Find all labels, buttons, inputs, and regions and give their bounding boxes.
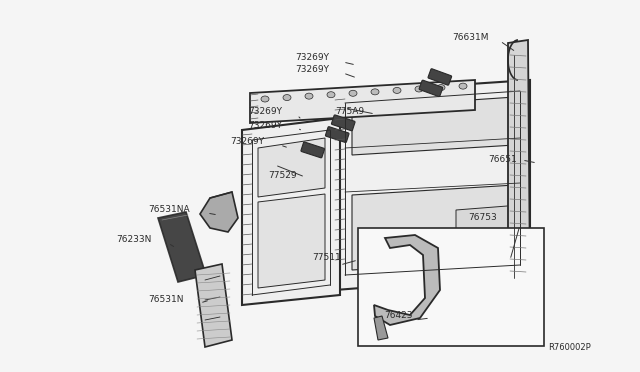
Ellipse shape: [283, 94, 291, 100]
Polygon shape: [200, 192, 238, 232]
Text: 76531N: 76531N: [148, 295, 184, 305]
Bar: [358, 228, 544, 346]
FancyBboxPatch shape: [419, 80, 443, 97]
Text: 77529: 77529: [268, 170, 296, 180]
Text: 76631M: 76631M: [452, 33, 488, 42]
FancyBboxPatch shape: [326, 126, 349, 142]
Ellipse shape: [305, 93, 313, 99]
Polygon shape: [158, 212, 206, 282]
Ellipse shape: [349, 90, 357, 96]
Polygon shape: [258, 194, 325, 288]
Text: 76233N: 76233N: [116, 235, 152, 244]
Text: 77511: 77511: [312, 253, 340, 263]
Polygon shape: [258, 138, 325, 197]
Polygon shape: [508, 40, 530, 283]
Ellipse shape: [327, 92, 335, 98]
FancyBboxPatch shape: [332, 115, 355, 131]
Text: R760002P: R760002P: [548, 343, 591, 353]
FancyBboxPatch shape: [428, 69, 452, 85]
Ellipse shape: [261, 96, 269, 102]
Text: 76423: 76423: [384, 311, 413, 320]
Ellipse shape: [415, 86, 423, 92]
Ellipse shape: [393, 87, 401, 93]
Text: 76651: 76651: [488, 155, 516, 164]
Text: 76531NA: 76531NA: [148, 205, 189, 215]
Polygon shape: [352, 97, 515, 155]
Polygon shape: [195, 264, 232, 347]
Text: 73269Y: 73269Y: [248, 121, 282, 129]
Polygon shape: [456, 205, 520, 240]
Ellipse shape: [371, 89, 379, 95]
Text: 775A9: 775A9: [335, 108, 364, 116]
Polygon shape: [335, 80, 530, 290]
Text: 73269Y: 73269Y: [230, 138, 264, 147]
Text: 73269Y: 73269Y: [295, 65, 329, 74]
Polygon shape: [374, 235, 440, 325]
Text: 73269Y: 73269Y: [248, 108, 282, 116]
Text: 76753: 76753: [468, 214, 497, 222]
Ellipse shape: [459, 83, 467, 89]
Polygon shape: [250, 80, 475, 123]
Ellipse shape: [437, 84, 445, 90]
Polygon shape: [242, 118, 340, 305]
Polygon shape: [374, 316, 388, 340]
Polygon shape: [352, 185, 515, 270]
Text: 73269Y: 73269Y: [295, 54, 329, 62]
FancyBboxPatch shape: [301, 142, 324, 158]
